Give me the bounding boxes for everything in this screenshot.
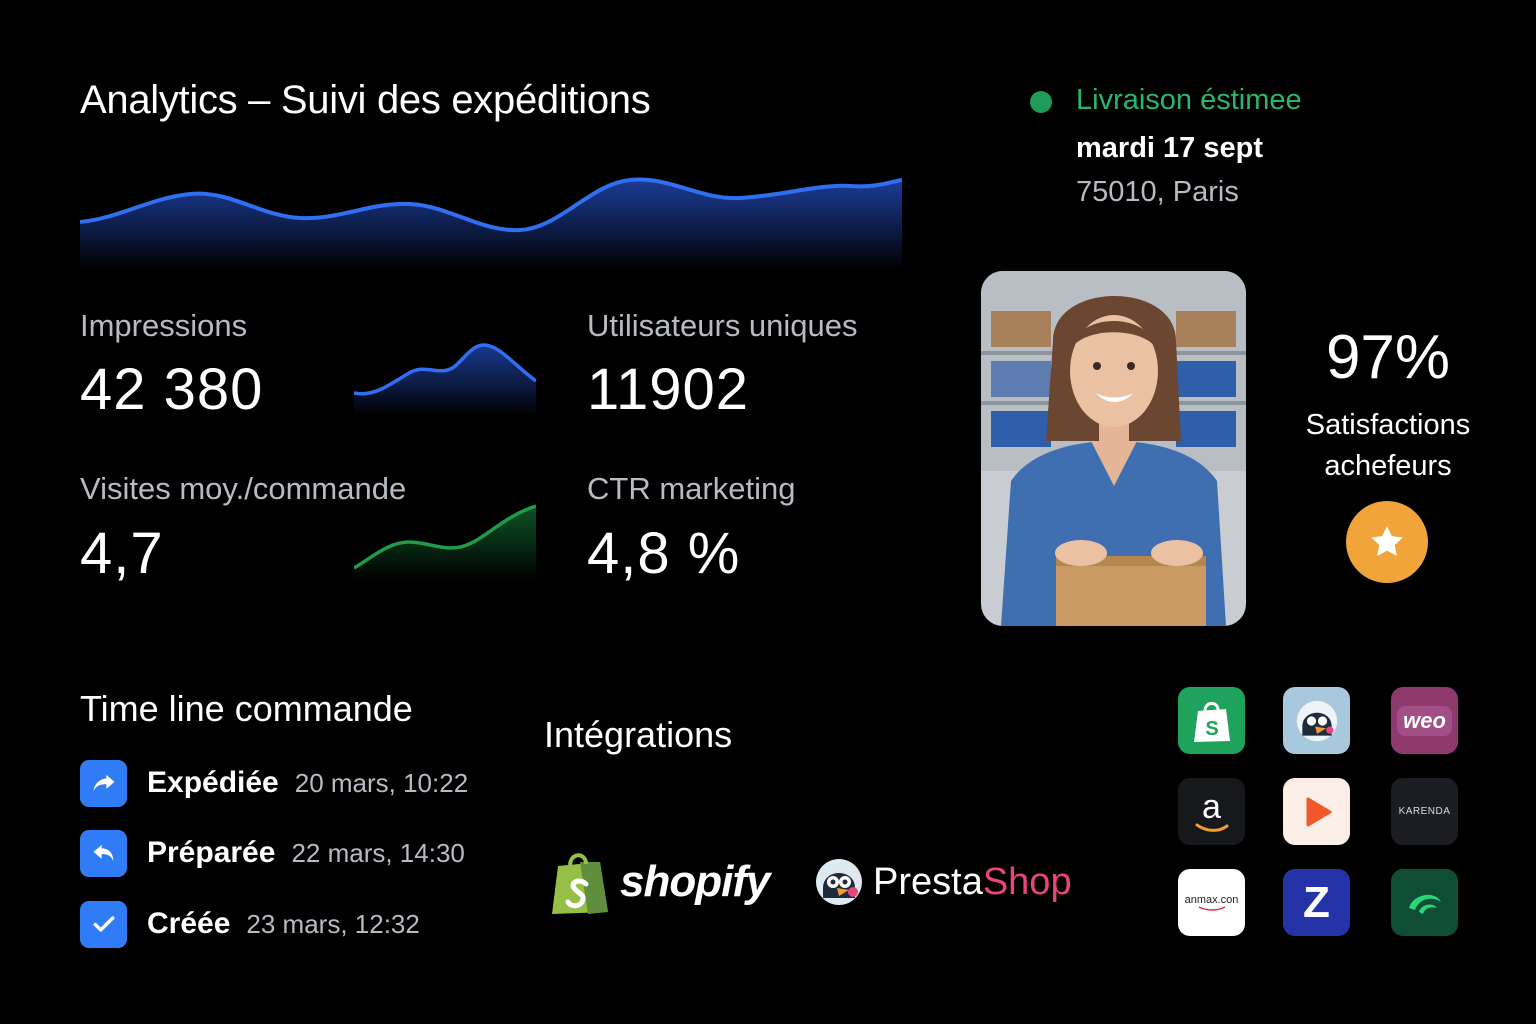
shopify-bag-icon xyxy=(552,853,608,914)
kpi-impressions-label: Impressions xyxy=(80,308,248,343)
shopify-bag-icon: S xyxy=(1193,701,1230,742)
checkmark-icon xyxy=(80,900,127,948)
delivery-status-dot xyxy=(1030,91,1052,113)
karenda-tile[interactable]: KARENDA xyxy=(1391,778,1458,845)
kpi-visits-label: Visites moy./commande xyxy=(80,471,407,506)
prestashop-logo[interactable]: PrestaShop xyxy=(815,858,1072,906)
timeline-event-time: 20 mars, 10:22 xyxy=(294,767,469,798)
forward-arrow-icon xyxy=(80,759,127,807)
timeline-event: Expédiée 20 mars, 10:22 xyxy=(80,759,468,807)
satisfaction-percent: 97% xyxy=(1325,323,1451,392)
zalando-tile-text: Z xyxy=(1303,877,1330,927)
return-arrow-icon xyxy=(80,829,127,877)
timeline-event: Créée 23 mars, 12:32 xyxy=(80,900,420,948)
delivery-date: mardi 17 sept xyxy=(1076,132,1263,164)
delivery-status: Livraison éstimee xyxy=(1076,84,1302,116)
page-title: Analytics – Suivi des expéditions xyxy=(80,78,651,122)
satisfaction-label-line2: achefeurs xyxy=(1324,450,1452,482)
shopify-logo[interactable]: shopify xyxy=(550,848,770,916)
timeline-event-name: Créée xyxy=(147,907,231,940)
anmax-smile-icon xyxy=(1198,905,1225,911)
prestashop-tile[interactable] xyxy=(1283,687,1350,754)
kpi-ctr-value: 4,8 % xyxy=(587,521,741,586)
satisfaction-label: Satisfactions achefeurs xyxy=(1280,405,1496,487)
kpi-unique-users-label: Utilisateurs uniques xyxy=(587,308,858,343)
anmax-logo: anmax.con xyxy=(1184,893,1239,912)
main-trend-area xyxy=(80,179,902,270)
prestashop-wordmark-presta: Presta xyxy=(873,860,983,903)
play-icon xyxy=(1306,797,1331,826)
prestashop-wordmark-shop: Shop xyxy=(982,860,1072,903)
amazon-tile[interactable]: a xyxy=(1178,778,1245,845)
kpi-ctr-label: CTR marketing xyxy=(587,471,796,506)
amazon-icon: a xyxy=(1195,787,1229,833)
woocommerce-tile[interactable]: weo xyxy=(1391,687,1458,754)
shopify-wordmark: shopify xyxy=(620,857,770,906)
integrations-title: Intégrations xyxy=(544,714,733,755)
prestashop-puffin-icon xyxy=(816,859,862,905)
woocommerce-tile-text: weo xyxy=(1397,705,1452,736)
prestashop-wordmark: PrestaShop xyxy=(873,861,1072,904)
main-trend-line xyxy=(80,177,902,233)
kpi-impressions-value: 42 380 xyxy=(80,357,264,422)
kpi-visits-value: 4,7 xyxy=(80,521,164,586)
prestashop-puffin-icon xyxy=(1296,700,1337,741)
karenda-tile-text: KARENDA xyxy=(1398,806,1451,817)
play-tile[interactable] xyxy=(1283,778,1350,845)
impressions-sparkline xyxy=(354,343,536,415)
anmax-tile-text: anmax.con xyxy=(1184,893,1239,906)
zalando-tile[interactable]: Z xyxy=(1283,869,1350,936)
main-trend-chart xyxy=(80,177,902,270)
satisfaction-label-line1: Satisfactions xyxy=(1305,409,1471,441)
timeline-event: Préparée 22 mars, 14:30 xyxy=(80,829,465,877)
timeline-event-time: 22 mars, 14:30 xyxy=(291,837,465,868)
timeline-event-name: Expédiée xyxy=(147,766,279,799)
timeline-title: Time line commande xyxy=(80,688,413,729)
anmax-tile[interactable]: anmax.con xyxy=(1178,869,1245,936)
green-wave-tile[interactable] xyxy=(1391,869,1458,936)
amazon-tile-text: a xyxy=(1202,787,1221,826)
amazon-smile-icon xyxy=(1195,823,1228,832)
timeline-event-time: 23 mars, 12:32 xyxy=(246,908,420,939)
customer-photo xyxy=(981,271,1246,626)
svg-text:S: S xyxy=(1205,718,1218,740)
wave-logo-icon xyxy=(1408,894,1441,914)
shopify-tile[interactable]: S xyxy=(1178,687,1245,754)
timeline-event-name: Préparée xyxy=(147,836,276,869)
star-icon xyxy=(1346,501,1428,583)
kpi-unique-users-value: 11902 xyxy=(587,357,749,422)
visits-sparkline xyxy=(354,504,536,580)
delivery-location: 75010, Paris xyxy=(1076,176,1239,208)
